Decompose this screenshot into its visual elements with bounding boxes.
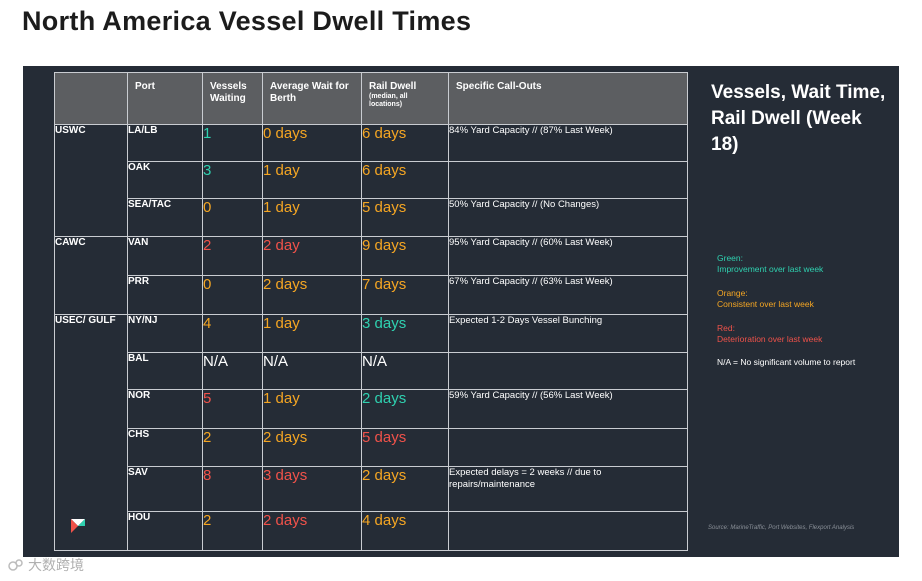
rail-dwell-cell: 4 days bbox=[361, 511, 449, 551]
vessels-waiting-cell: N/A bbox=[202, 352, 263, 390]
vessels-waiting-cell: 2 bbox=[202, 428, 263, 467]
rail-dwell-cell: 2 days bbox=[361, 466, 449, 512]
vessels-waiting-cell: 2 bbox=[202, 511, 263, 551]
callout-cell: 95% Yard Capacity // (60% Last Week) bbox=[448, 236, 688, 276]
rail-dwell-cell: 3 days bbox=[361, 314, 449, 353]
table-row: USEC/ GULF NY/NJ 4 1 day 3 days Expected 1-2 … bbox=[54, 314, 688, 551]
port-cell: LA/LB bbox=[127, 124, 203, 162]
vessels-waiting-cell: 0 bbox=[202, 198, 263, 237]
source-note: Source: MarineTraffic, Port Websites, Fl… bbox=[708, 525, 855, 531]
region-label: USEC/ GULF bbox=[54, 314, 128, 551]
table-row: OAK 3 1 day 6 days bbox=[55, 161, 688, 199]
table-row: SAV 8 3 days 2 days Expected delays = 2 week… bbox=[55, 466, 688, 512]
page-title: North America Vessel Dwell Times bbox=[22, 6, 472, 36]
table-header-row: Port Vessels Waiting Average Wait for Be… bbox=[54, 72, 688, 125]
vessels-waiting-cell: 1 bbox=[202, 124, 263, 162]
callout-cell bbox=[448, 511, 688, 551]
port-cell: VAN bbox=[127, 236, 203, 276]
legend-green: Green: Improvement over last week bbox=[717, 253, 823, 275]
callout-cell: Expected delays = 2 weeks // due to repa… bbox=[448, 466, 688, 512]
average-wait-cell: 2 days bbox=[262, 275, 362, 315]
rail-dwell-cell: 9 days bbox=[361, 236, 449, 276]
table-row: BAL N/A N/A N/A bbox=[55, 352, 688, 390]
port-cell: BAL bbox=[127, 352, 203, 390]
vessels-header: Vessels Waiting bbox=[202, 72, 263, 125]
port-cell: NOR bbox=[127, 389, 203, 429]
legend-orange: Orange: Consistent over last week bbox=[717, 288, 814, 310]
side-title: Vessels, Wait Time, Rail Dwell (Week 18) bbox=[711, 82, 886, 155]
rail-header-sub: (median, all locations) bbox=[369, 93, 408, 108]
average-wait-cell: 2 days bbox=[262, 428, 362, 467]
rail-dwell-cell: 6 days bbox=[361, 124, 449, 162]
port-header: Port bbox=[127, 72, 203, 125]
table-body: USWC LA/LB 1 0 days 6 days 84% Yard Capacity … bbox=[54, 124, 688, 551]
vessels-waiting-cell: 0 bbox=[202, 275, 263, 315]
port-cell: PRR bbox=[127, 275, 203, 315]
table-row: PRR 0 2 days 7 days 67% Yard Capacity // (63… bbox=[55, 275, 688, 315]
na-note: N/A = No significant volume to report bbox=[717, 357, 856, 367]
average-wait-cell: 1 day bbox=[262, 389, 362, 429]
callout-cell: 50% Yard Capacity // (No Changes) bbox=[448, 198, 688, 237]
dwell-times-panel: Port Vessels Waiting Average Wait for Be… bbox=[23, 66, 899, 557]
callout-cell: 59% Yard Capacity // (56% Last Week) bbox=[448, 389, 688, 429]
callout-cell bbox=[448, 161, 688, 199]
average-wait-cell: 1 day bbox=[262, 198, 362, 237]
callout-cell: 67% Yard Capacity // (63% Last Week) bbox=[448, 275, 688, 315]
rail-dwell-cell: 6 days bbox=[361, 161, 449, 199]
legend-orange-head: Orange: bbox=[717, 288, 748, 298]
vessels-waiting-cell: 5 bbox=[202, 389, 263, 429]
table-row: HOU 2 2 days 4 days bbox=[55, 511, 688, 551]
rail-dwell-cell: N/A bbox=[361, 352, 449, 390]
rail-dwell-cell: 2 days bbox=[361, 389, 449, 429]
rail-header: Rail Dwell (median, all locations) bbox=[361, 72, 449, 125]
wait-header: Average Wait for Berth bbox=[262, 72, 362, 125]
watermark-logo-icon bbox=[8, 559, 23, 571]
average-wait-cell: 1 day bbox=[262, 314, 362, 353]
port-cell: NY/NJ bbox=[127, 314, 203, 353]
callout-cell bbox=[448, 428, 688, 467]
rail-dwell-cell: 5 days bbox=[361, 428, 449, 467]
flexport-logo-icon bbox=[71, 519, 85, 533]
rail-dwell-cell: 5 days bbox=[361, 198, 449, 237]
average-wait-cell: 1 day bbox=[262, 161, 362, 199]
legend-green-text: Improvement over last week bbox=[717, 264, 824, 274]
vessels-waiting-cell: 4 bbox=[202, 314, 263, 353]
vessels-waiting-cell: 3 bbox=[202, 161, 263, 199]
table-row: CAWC VAN 2 2 day 9 days 95% Yard Capacity // … bbox=[54, 236, 688, 315]
dwell-times-table: Port Vessels Waiting Average Wait for Be… bbox=[54, 72, 688, 551]
port-cell: SAV bbox=[127, 466, 203, 512]
vessels-waiting-cell: 8 bbox=[202, 466, 263, 512]
average-wait-cell: 0 days bbox=[262, 124, 362, 162]
legend-red: Red: Deterioration over last week bbox=[717, 323, 822, 345]
callout-cell: Expected 1-2 Days Vessel Bunching bbox=[448, 314, 688, 353]
region-header bbox=[54, 72, 128, 125]
average-wait-cell: 2 days bbox=[262, 511, 362, 551]
port-cell: SEA/TAC bbox=[127, 198, 203, 237]
average-wait-cell: 3 days bbox=[262, 466, 362, 512]
port-cell: HOU bbox=[127, 511, 203, 551]
table-row: SEA/TAC 0 1 day 5 days 50% Yard Capacity // … bbox=[55, 198, 688, 237]
table-row: NOR 5 1 day 2 days 59% Yard Capacity // (56%… bbox=[55, 389, 688, 429]
callout-cell bbox=[448, 352, 688, 390]
legend-orange-text: Consistent over last week bbox=[717, 299, 814, 309]
region-label: USWC bbox=[54, 124, 128, 237]
region-label: CAWC bbox=[54, 236, 128, 315]
port-cell: OAK bbox=[127, 161, 203, 199]
rail-header-label: Rail Dwell bbox=[369, 81, 417, 92]
watermark-text: 大数跨境 bbox=[28, 557, 84, 573]
callout-cell: 84% Yard Capacity // (87% Last Week) bbox=[448, 124, 688, 162]
legend-red-text: Deterioration over last week bbox=[717, 334, 823, 344]
vessels-waiting-cell: 2 bbox=[202, 236, 263, 276]
average-wait-cell: N/A bbox=[262, 352, 362, 390]
rail-dwell-cell: 7 days bbox=[361, 275, 449, 315]
average-wait-cell: 2 day bbox=[262, 236, 362, 276]
callouts-header: Specific Call-Outs bbox=[448, 72, 688, 125]
legend-green-head: Green: bbox=[717, 253, 743, 263]
legend-red-head: Red: bbox=[717, 323, 735, 333]
table-row: USWC LA/LB 1 0 days 6 days 84% Yard Capacity … bbox=[54, 124, 688, 237]
port-cell: CHS bbox=[127, 428, 203, 467]
table-row: CHS 2 2 days 5 days bbox=[55, 428, 688, 467]
